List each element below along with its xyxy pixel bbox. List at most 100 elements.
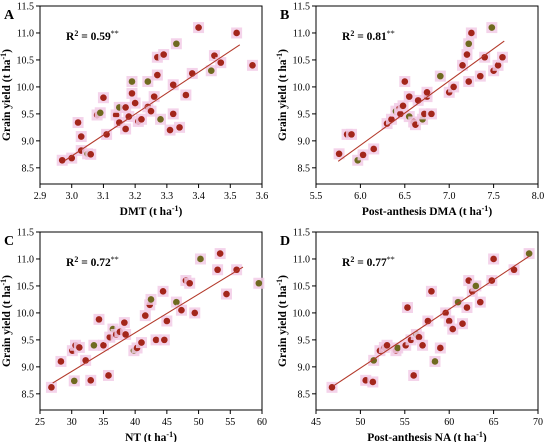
x-axis-label: NT (t ha-1) <box>125 430 177 442</box>
y-tick-label: 11.0 <box>293 254 310 265</box>
data-point <box>122 104 129 111</box>
x-axis-label: DMT (t ha-1) <box>120 204 183 219</box>
data-point <box>96 109 104 117</box>
x-tick-label: 35 <box>98 417 108 428</box>
data-point <box>428 110 435 118</box>
data-point <box>419 341 426 349</box>
data-point <box>431 358 439 365</box>
x-tick-label: 2.9 <box>34 191 47 202</box>
data-point <box>249 62 256 69</box>
y-tick-label: 11.0 <box>17 254 34 265</box>
x-tick-label: 50 <box>355 417 365 428</box>
data-point <box>465 78 473 85</box>
x-tick-label: 3.1 <box>97 191 110 202</box>
x-tick-label: 3.2 <box>129 191 142 202</box>
data-point <box>100 341 107 349</box>
data-point <box>191 309 199 317</box>
data-point <box>510 266 518 274</box>
data-point <box>95 316 103 323</box>
r-squared-annotation: R2 = 0.72** <box>66 255 119 270</box>
data-point <box>169 81 177 89</box>
regression-line <box>52 266 244 384</box>
x-tick-label: 7.0 <box>443 191 456 202</box>
y-tick-label: 10.0 <box>293 308 311 319</box>
y-tick-label: 10.0 <box>293 82 311 93</box>
data-point <box>152 336 160 344</box>
data-point <box>216 250 224 257</box>
data-point <box>125 113 133 120</box>
y-axis-label: Grain yield (t ha-1) <box>275 49 290 141</box>
data-point <box>87 377 95 384</box>
data-point <box>437 344 444 352</box>
data-point <box>463 304 471 311</box>
x-tick-label: 45 <box>162 417 172 428</box>
y-tick-label: 8.5 <box>298 163 311 174</box>
x-tick-label: 3.4 <box>192 191 205 202</box>
data-point <box>138 339 145 346</box>
x-tick-label: 3.3 <box>161 191 174 202</box>
y-tick-label: 9.0 <box>298 362 311 373</box>
panel-d: 45 50 55 60 65 70 8.5 9.0 9.5 10.0 10.5 11.0 11.5 Pos… <box>275 228 544 442</box>
data-point <box>214 266 221 274</box>
x-axis-label: Post-anthesis NA (t ha-1) <box>367 430 487 442</box>
data-point <box>255 279 263 287</box>
data-point <box>90 341 98 349</box>
data-point <box>173 40 180 48</box>
data-point <box>437 72 444 80</box>
r-squared-annotation: R2 = 0.59** <box>66 29 119 44</box>
data-point <box>328 384 336 391</box>
plot-frame <box>315 231 539 411</box>
x-tick-label: 70 <box>533 417 543 428</box>
data-point <box>476 72 484 80</box>
data-point <box>121 319 128 326</box>
panel-a: 2.9 3.0 3.1 3.2 3.3 3.4 3.5 3.6 8.5 9.0 9.5 10.0 10.… <box>0 2 268 219</box>
data-point <box>144 78 152 85</box>
y-tick-label: 8.5 <box>22 389 35 400</box>
data-point <box>399 102 407 110</box>
data-point <box>414 97 422 104</box>
data-point <box>178 306 185 314</box>
data-point <box>87 151 95 158</box>
y-axis-label: Grain yield (t ha-1) <box>275 275 290 367</box>
x-tick-label: 65 <box>489 417 499 428</box>
data-point <box>186 279 193 287</box>
data-point <box>465 40 473 48</box>
data-point <box>182 91 190 99</box>
plot-frame <box>315 5 539 185</box>
data-point <box>404 304 411 311</box>
plot-frame <box>39 5 263 185</box>
data-point <box>370 145 378 153</box>
y-tick-label: 11.0 <box>293 28 310 39</box>
regression-line <box>65 44 241 161</box>
data-point <box>401 78 409 85</box>
data-point <box>197 255 204 263</box>
y-tick-label: 8.5 <box>22 163 35 174</box>
data-point <box>348 131 355 138</box>
data-point <box>105 372 112 379</box>
data-point <box>195 24 202 31</box>
data-point <box>494 62 502 69</box>
data-point <box>459 320 466 327</box>
x-tick-label: 50 <box>194 417 204 428</box>
y-tick-label: 10.5 <box>293 281 311 292</box>
data-point <box>428 288 435 295</box>
data-point <box>233 29 240 37</box>
y-axis-label: Grain yield (t ha-1) <box>0 275 13 367</box>
data-point <box>74 119 82 126</box>
data-point <box>70 377 78 385</box>
x-tick-label: 5.5 <box>310 191 323 202</box>
panel-letter: D <box>280 234 290 249</box>
data-point <box>394 344 401 352</box>
data-point <box>335 150 343 158</box>
data-point <box>476 298 484 306</box>
data-point <box>383 341 391 349</box>
y-tick-label: 11.5 <box>293 2 310 13</box>
x-tick-label: 45 <box>311 417 321 428</box>
data-point <box>141 312 149 319</box>
data-point <box>369 378 377 386</box>
x-tick-label: 6.0 <box>354 191 367 202</box>
data-point <box>131 99 139 107</box>
data-point <box>173 298 180 306</box>
data-point <box>48 384 55 391</box>
